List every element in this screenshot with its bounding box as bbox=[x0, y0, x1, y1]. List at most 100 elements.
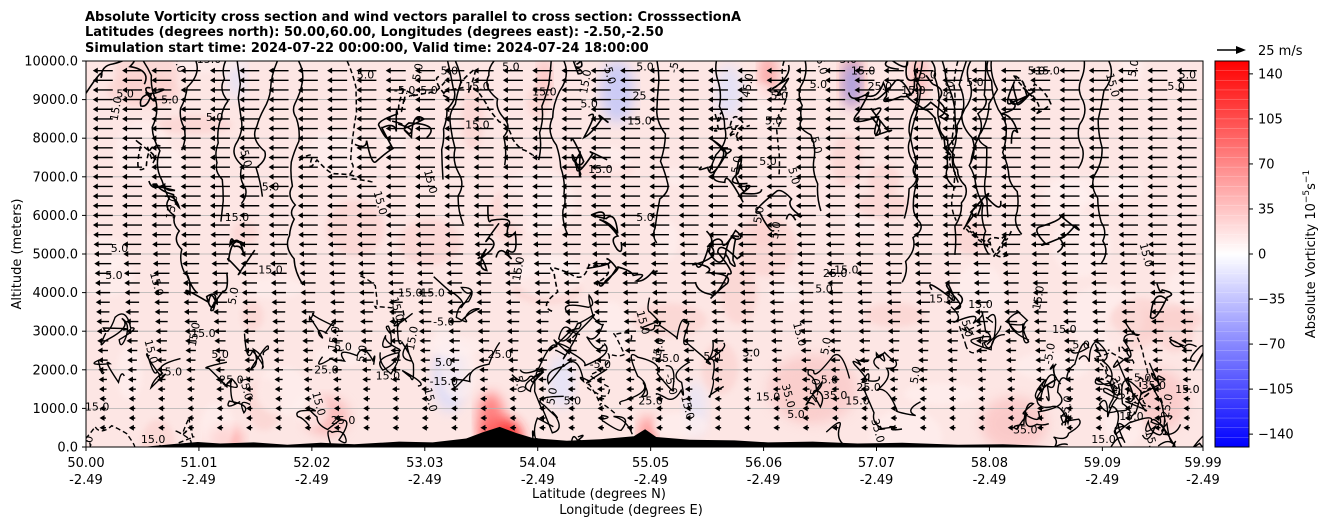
wind-vector bbox=[274, 366, 284, 373]
wind-vector bbox=[151, 86, 172, 93]
wind-vector bbox=[476, 308, 491, 315]
colorbar-tick-label: 140 bbox=[1258, 67, 1283, 82]
wind-vector bbox=[92, 125, 113, 132]
wind-vector bbox=[682, 328, 695, 335]
wind-vector bbox=[331, 337, 343, 344]
wind-vector bbox=[473, 183, 494, 190]
wind-vector bbox=[561, 77, 582, 84]
wind-vector bbox=[597, 405, 604, 412]
wind-vector bbox=[708, 231, 728, 238]
wind-vector bbox=[532, 231, 552, 238]
wind-vector bbox=[507, 347, 519, 354]
contour-label: 15.0 bbox=[158, 366, 183, 379]
wind-vector bbox=[535, 299, 550, 306]
contour-label: 15.0 bbox=[577, 68, 594, 94]
wind-vector bbox=[451, 405, 458, 412]
wind-vector bbox=[94, 270, 111, 277]
contour-line bbox=[318, 349, 376, 365]
wind-vector bbox=[649, 86, 670, 93]
wind-vector bbox=[268, 202, 289, 209]
wind-vector bbox=[99, 415, 106, 422]
wind-vector bbox=[1179, 289, 1195, 296]
wind-vector bbox=[449, 357, 460, 364]
wind-vector bbox=[801, 376, 810, 383]
wind-vector bbox=[854, 67, 875, 74]
wind-vector bbox=[944, 270, 961, 277]
wind-vector bbox=[1059, 183, 1080, 190]
wind-vector bbox=[473, 212, 494, 219]
contour-line bbox=[655, 361, 691, 401]
wind-vector bbox=[446, 279, 463, 286]
wind-vector bbox=[156, 347, 167, 354]
wind-vector bbox=[304, 386, 312, 393]
wind-vector bbox=[390, 357, 401, 364]
contour-label: 5.0 bbox=[729, 155, 745, 174]
wind-vector bbox=[444, 86, 465, 93]
wind-vector bbox=[825, 202, 846, 209]
wind-vector bbox=[651, 289, 667, 296]
wind-vector bbox=[713, 376, 723, 383]
wind-vector bbox=[678, 67, 699, 74]
contour-line bbox=[1151, 418, 1182, 447]
wind-vector bbox=[737, 115, 758, 122]
wind-vector bbox=[446, 289, 462, 296]
vorticity-patch bbox=[1042, 176, 1088, 219]
wind-vector bbox=[92, 106, 113, 113]
wind-vector bbox=[1089, 251, 1108, 257]
wind-vector bbox=[333, 424, 341, 431]
wind-vector bbox=[655, 376, 664, 383]
wind-vector bbox=[502, 77, 523, 84]
wind-vector bbox=[861, 415, 868, 422]
wind-vector bbox=[943, 260, 961, 267]
wind-vector bbox=[561, 86, 582, 93]
wind-vector bbox=[654, 366, 664, 373]
wind-vector bbox=[651, 279, 668, 286]
wind-vector bbox=[96, 318, 110, 325]
wind-vector bbox=[392, 415, 399, 422]
wind-vector bbox=[416, 270, 434, 277]
wind-vector bbox=[883, 193, 904, 200]
wind-vector bbox=[444, 154, 465, 161]
wind-vector bbox=[707, 154, 728, 161]
wind-vector bbox=[268, 125, 289, 132]
wind-vector bbox=[623, 299, 638, 306]
wind-vector bbox=[742, 347, 753, 354]
wind-vector bbox=[421, 405, 429, 412]
wind-vector bbox=[1147, 77, 1168, 84]
wind-vector bbox=[151, 231, 171, 238]
wind-vector bbox=[1059, 222, 1080, 229]
wind-vector bbox=[1150, 299, 1165, 306]
wind-vector bbox=[122, 183, 143, 190]
wind-vector bbox=[385, 154, 406, 161]
colorbar-tick-label: 70 bbox=[1258, 157, 1275, 172]
wind-vector bbox=[680, 279, 697, 286]
wind-vector bbox=[624, 347, 636, 354]
contour-label: 15.0 bbox=[225, 211, 250, 224]
wind-vector bbox=[417, 279, 433, 286]
contour-label: 5.0 bbox=[759, 155, 777, 168]
wind-vector bbox=[152, 241, 171, 248]
wind-vector bbox=[713, 357, 723, 364]
contour-label: 25.0 bbox=[219, 373, 244, 386]
contour-line bbox=[1098, 379, 1143, 418]
contour-label: 5.0 bbox=[1072, 339, 1090, 352]
wind-vector bbox=[799, 328, 812, 335]
wind-vector bbox=[561, 154, 582, 161]
contour-label: 5.0 bbox=[808, 135, 825, 155]
wind-vector bbox=[445, 260, 463, 267]
wind-vector bbox=[151, 135, 172, 142]
wind-vector bbox=[98, 376, 107, 383]
wind-vector bbox=[244, 366, 254, 373]
wind-vector bbox=[180, 115, 201, 122]
y-tick-label: 6000.0 bbox=[33, 209, 79, 224]
wind-vector bbox=[239, 154, 260, 161]
vorticity-patch bbox=[115, 120, 171, 183]
wind-vector bbox=[242, 299, 257, 306]
wind-vector bbox=[885, 260, 903, 267]
wind-vector bbox=[387, 279, 404, 286]
wind-vector bbox=[215, 357, 225, 364]
y-tick-label: 8000.0 bbox=[33, 132, 79, 147]
wind-vector bbox=[297, 164, 318, 171]
wind-vector bbox=[1123, 357, 1133, 364]
wind-vector bbox=[1094, 376, 1103, 383]
